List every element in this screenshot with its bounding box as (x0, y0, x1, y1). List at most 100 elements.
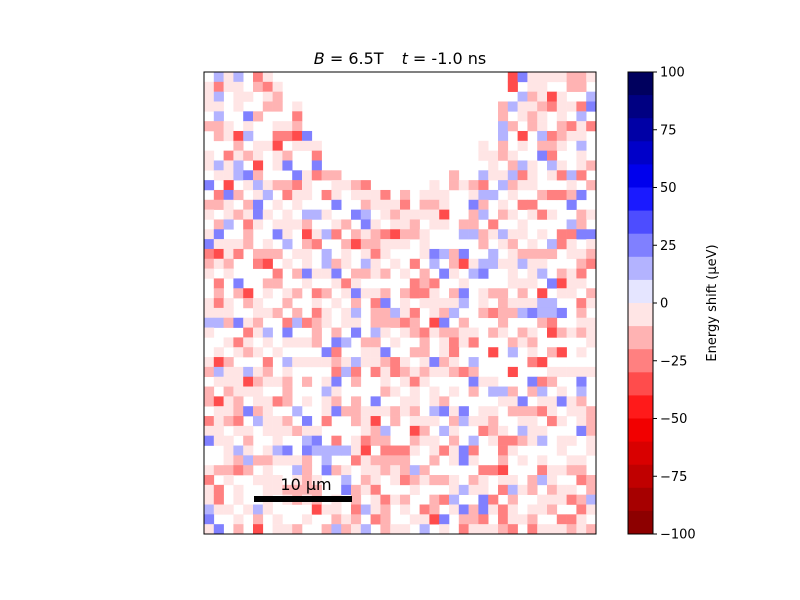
heatmap-cell (331, 406, 342, 417)
heatmap-cell (360, 180, 371, 191)
heatmap-cell (488, 406, 499, 417)
heatmap-cell (351, 455, 362, 466)
heatmap-cell (272, 514, 283, 525)
heatmap-cell (213, 229, 224, 240)
heatmap-cell (302, 268, 313, 279)
heatmap-cell (262, 445, 273, 456)
heatmap-cell (586, 504, 597, 515)
heatmap-cell (204, 91, 215, 102)
heatmap-cell (292, 357, 303, 368)
heatmap-cell (223, 357, 234, 368)
heatmap-cell (213, 91, 224, 102)
heatmap-cell (380, 524, 391, 535)
colorbar-segment (628, 510, 653, 535)
heatmap-cell (556, 229, 567, 240)
heatmap-cell (498, 140, 509, 151)
heatmap-cell (468, 435, 479, 446)
heatmap-cell (498, 258, 509, 269)
heatmap-cell (223, 170, 234, 181)
heatmap-cell (478, 465, 489, 476)
heatmap-cell (468, 475, 479, 486)
heatmap-cell (233, 130, 244, 142)
heatmap-cell (409, 229, 420, 240)
heatmap-cell (556, 465, 567, 476)
heatmap-cell (272, 140, 283, 151)
heatmap-cell (537, 298, 548, 309)
heatmap-cell (586, 229, 597, 240)
heatmap-cell (458, 248, 469, 260)
heatmap-cell (380, 199, 391, 210)
heatmap-cell (449, 170, 460, 181)
heatmap-cell (419, 209, 430, 220)
heatmap-cell (292, 101, 303, 112)
heatmap-cell (282, 327, 293, 338)
heatmap-cell (204, 317, 215, 328)
heatmap-cell (468, 268, 479, 279)
colorbar-tick-label: −50 (660, 412, 687, 427)
heatmap-cell (586, 101, 597, 112)
heatmap-cell (360, 465, 371, 476)
heatmap-cell (233, 248, 244, 260)
heatmap-cell (360, 435, 371, 446)
heatmap-cell (360, 288, 371, 299)
heatmap-cell (419, 514, 430, 525)
heatmap-cell (302, 425, 313, 436)
heatmap-cell (576, 160, 587, 171)
heatmap-cell (390, 219, 401, 230)
heatmap-cell (223, 248, 234, 260)
heatmap-cell (556, 239, 567, 250)
heatmap-cell (429, 494, 440, 505)
heatmap-cell (360, 347, 371, 358)
heatmap-cell (488, 170, 499, 181)
heatmap-cell (400, 307, 411, 319)
heatmap-cell (311, 317, 322, 328)
heatmap-cell (409, 445, 420, 456)
heatmap-cell (243, 504, 254, 515)
heatmap-cell (468, 258, 479, 269)
heatmap-cell (566, 406, 577, 417)
heatmap-cell (360, 445, 371, 456)
heatmap-cell (204, 366, 215, 378)
colorbar-segment (628, 233, 653, 258)
heatmap-cell (370, 514, 381, 525)
heatmap-cell (243, 199, 254, 210)
heatmap-cell (566, 268, 577, 279)
heatmap-cell (527, 357, 538, 368)
heatmap-cell (566, 278, 577, 289)
heatmap-cell (498, 524, 509, 535)
heatmap-cell (468, 366, 479, 378)
heatmap-cell (556, 91, 567, 102)
colorbar-segment (628, 487, 653, 512)
heatmap-cell (243, 209, 254, 220)
heatmap-cell (556, 386, 567, 397)
heatmap-cell (507, 189, 518, 201)
heatmap-cell (223, 317, 234, 328)
heatmap-cell (370, 475, 381, 486)
heatmap-cell (302, 435, 313, 446)
heatmap-cell (262, 455, 273, 466)
scalebar: 10 μm (254, 475, 352, 502)
plot-frame (203, 71, 597, 535)
heatmap-cell (507, 396, 518, 407)
heatmap-cell (282, 180, 293, 191)
heatmap-cell (253, 386, 264, 397)
heatmap-cell (517, 278, 528, 289)
heatmap-cell (586, 91, 597, 102)
heatmap-cell (233, 347, 244, 358)
heatmap-cell (498, 396, 509, 407)
heatmap-cell (302, 248, 313, 260)
heatmap-cell (390, 406, 401, 417)
scalebar-label: 10 μm (280, 475, 331, 494)
heatmap-cell (527, 307, 538, 319)
heatmap-cell (566, 435, 577, 446)
heatmap-cell (409, 396, 420, 407)
heatmap-cell (537, 140, 548, 151)
heatmap-cell (488, 150, 499, 161)
heatmap-cell (537, 386, 548, 397)
heatmap-cell (370, 416, 381, 427)
colorbar-segment (628, 326, 653, 350)
heatmap-cell (233, 150, 244, 161)
heatmap-cell (419, 475, 430, 486)
heatmap-cell (400, 229, 411, 240)
heatmap-cell (419, 288, 430, 299)
